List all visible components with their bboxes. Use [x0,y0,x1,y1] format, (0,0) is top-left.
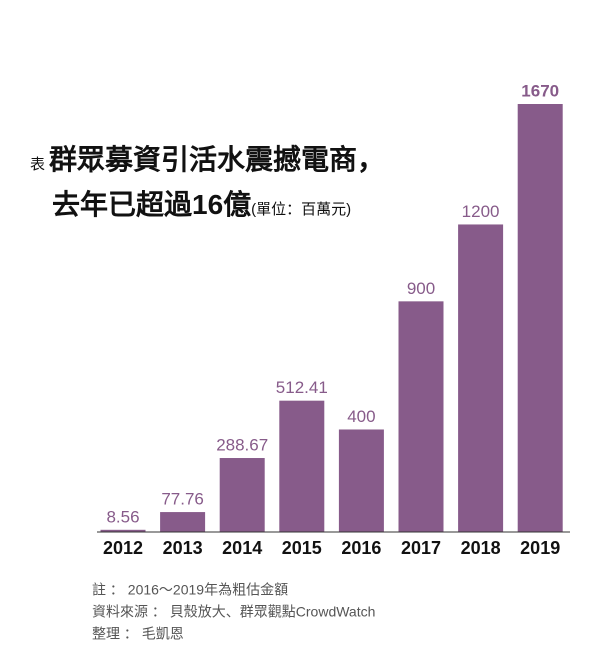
bar [100,529,146,532]
value-label: 1670 [521,81,559,100]
x-tick-label: 2018 [461,538,501,558]
value-label: 400 [347,407,375,426]
x-tick-label: 2019 [520,538,560,558]
title: 群眾募資引活水震撼電商， [49,144,386,175]
bar [398,301,444,532]
note: 註 ： 2016～2019年為粗估金額 [92,582,288,598]
title-line: 去年已超過16億(單位：百萬元) [30,185,385,230]
x-tick-label: 2012 [103,538,143,558]
title-label: 表 [30,156,46,173]
x-tick-label: 2017 [401,538,441,558]
x-tick-label: 2014 [222,538,262,558]
value-label: 288.67 [216,436,268,455]
value-label: 77.76 [161,490,204,509]
value-label: 1200 [462,202,500,221]
title: 去年已超過16億 [52,189,252,220]
value-label: 8.56 [106,507,139,526]
title-block: 表群眾募資引活水震撼電商， 去年已超過16億(單位：百萬元) [30,140,385,230]
unit: (單位：百萬元) [251,201,352,218]
bar [279,400,325,532]
bar [338,429,384,532]
x-tick-label: 2013 [163,538,203,558]
value-label: 512.41 [276,378,328,397]
value-label: 900 [407,279,435,298]
bar [160,512,206,532]
x-tick-label: 2015 [282,538,322,558]
title-line: 表群眾募資引活水震撼電商， [30,140,385,185]
x-tick-label: 2016 [341,538,381,558]
note: 資料來源 ： 貝殼放大、群眾觀點CrowdWatch [92,604,375,620]
bar [219,458,265,532]
bar [458,224,504,533]
bar [517,104,563,532]
note: 整理 ： 毛凱恩 [92,626,184,642]
